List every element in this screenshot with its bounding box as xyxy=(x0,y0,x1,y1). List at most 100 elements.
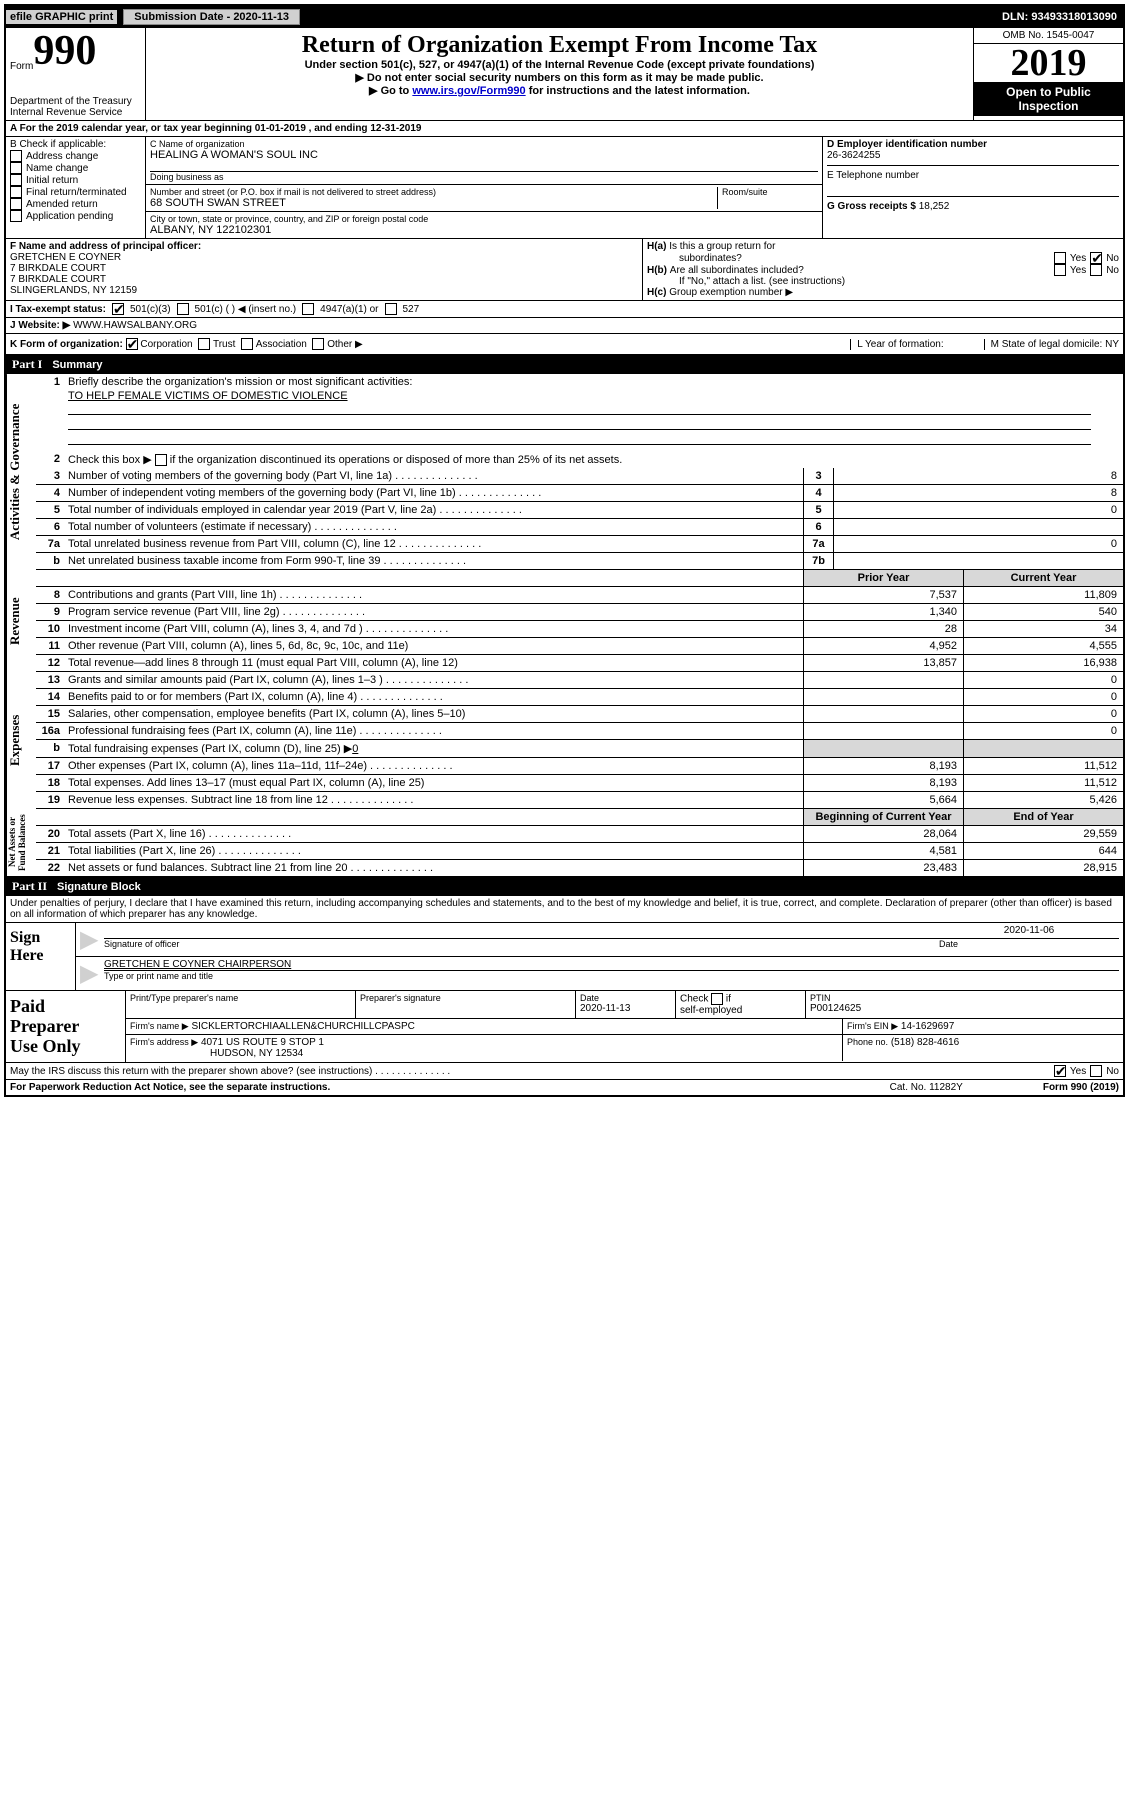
header-row: Form 990 Department of the Treasury Inte… xyxy=(6,28,1123,121)
i-527-check[interactable] xyxy=(385,303,397,315)
se-check[interactable] xyxy=(711,993,723,1005)
d-ein: D Employer identification number 26-3624… xyxy=(827,139,1119,166)
ha-yes-check[interactable] xyxy=(1054,252,1066,264)
hc-t: Group exemption number ▶ xyxy=(669,287,793,298)
hb-no-check[interactable] xyxy=(1090,264,1102,276)
fn-label: Firm's name ▶ xyxy=(130,1021,189,1031)
sig-officer-label: Signature of officer xyxy=(104,939,939,949)
l17: Other expenses (Part IX, column (A), lin… xyxy=(64,758,803,774)
form-foot: Form 990 (2019) xyxy=(1043,1082,1119,1093)
opt-initial[interactable]: Initial return xyxy=(10,174,141,186)
header-right: OMB No. 1545-0047 2019 Open to Public In… xyxy=(973,28,1123,120)
sign-right: ▶ Signature of officer 2020-11-06 Date ▶… xyxy=(76,923,1123,990)
opt-amended[interactable]: Amended return xyxy=(10,198,141,210)
c-city-row: City or town, state or province, country… xyxy=(146,212,822,238)
paid-right: Print/Type preparer's name Preparer's si… xyxy=(126,991,1123,1062)
l7a: Total unrelated business revenue from Pa… xyxy=(64,536,803,552)
part1-pt: Part I xyxy=(12,357,42,372)
f-label: F Name and address of principal officer: xyxy=(10,241,201,252)
form990-link[interactable]: www.irs.gov/Form990 xyxy=(412,85,525,97)
sign-here-row: Sign Here ▶ Signature of officer 2020-11… xyxy=(6,923,1123,991)
hb-yn: Yes No xyxy=(1054,264,1119,276)
tab-revenue: Revenue xyxy=(6,570,36,672)
j-row: J Website: ▶ WWW.HAWSALBANY.ORG xyxy=(6,318,1123,334)
ph-label: Phone no. xyxy=(847,1037,888,1047)
l6: Total number of volunteers (estimate if … xyxy=(64,519,803,535)
opt-final[interactable]: Final return/terminated xyxy=(10,186,141,198)
ha-no-check[interactable] xyxy=(1090,252,1102,264)
hb-yes-check[interactable] xyxy=(1054,264,1066,276)
l18: Total expenses. Add lines 13–17 (must eq… xyxy=(64,775,803,791)
ptin-val: P00124625 xyxy=(810,1003,1119,1014)
i-label: I Tax-exempt status: xyxy=(10,304,106,315)
irs-yes-check[interactable] xyxy=(1054,1065,1066,1077)
city: ALBANY, NY 122102301 xyxy=(150,224,818,236)
l13: Grants and similar amounts paid (Part IX… xyxy=(64,672,803,688)
opt-name[interactable]: Name change xyxy=(10,162,141,174)
v7b xyxy=(833,553,1123,569)
k-label: K Form of organization: xyxy=(10,339,123,350)
g-gross: G Gross receipts $ 18,252 xyxy=(827,201,1119,212)
paid-label: Paid Preparer Use Only xyxy=(6,991,126,1062)
dt-label: Date xyxy=(580,993,671,1003)
arrow-icon-2: ▶ xyxy=(80,959,104,988)
tab-activities: Activities & Governance xyxy=(6,374,36,570)
sub2b-post: for instructions and the latest informat… xyxy=(526,85,750,97)
ha-yn: Yes No xyxy=(1054,252,1119,264)
street: 68 SOUTH SWAN STREET xyxy=(150,197,713,209)
q2-check[interactable] xyxy=(155,454,167,466)
l10: Investment income (Part VIII, column (A)… xyxy=(64,621,803,637)
header-mid: Return of Organization Exempt From Incom… xyxy=(146,28,973,120)
city-label: City or town, state or province, country… xyxy=(150,214,818,224)
k-assoc-check[interactable] xyxy=(241,338,253,350)
submission-date-button[interactable]: Submission Date - 2020-11-13 xyxy=(123,9,300,25)
sect1-main: 1Briefly describe the organization's mis… xyxy=(36,374,1123,570)
hc-lbl: H(c) xyxy=(647,287,666,298)
bcy-hdr: Beginning of Current Year xyxy=(803,809,963,825)
part2-header: Part II Signature Block xyxy=(6,877,1123,896)
fa-label: Firm's address ▶ xyxy=(130,1037,198,1047)
d-label: D Employer identification number xyxy=(827,139,987,150)
i-501c3-check[interactable] xyxy=(112,303,124,315)
form-sub2a: ▶ Do not enter social security numbers o… xyxy=(152,71,967,84)
form-number: 990 xyxy=(33,30,96,72)
sig-name-label: Type or print name and title xyxy=(104,971,1119,981)
opt-pending[interactable]: Application pending xyxy=(10,210,141,222)
v3: 8 xyxy=(833,468,1123,484)
tax-year: 2019 xyxy=(974,44,1123,82)
na-main: Beginning of Current YearEnd of Year 20T… xyxy=(36,809,1123,876)
l4: Number of independent voting members of … xyxy=(64,485,803,501)
row-a: A For the 2019 calendar year, or tax yea… xyxy=(6,121,1123,137)
cat-no: Cat. No. 11282Y xyxy=(890,1082,963,1093)
dba-label: Doing business as xyxy=(150,172,818,182)
efile-label: efile GRAPHIC print xyxy=(6,10,117,24)
l-label: L Year of formation: xyxy=(850,339,943,350)
org-name: HEALING A WOMAN'S SOUL INC xyxy=(150,149,818,161)
f-officer: F Name and address of principal officer:… xyxy=(6,239,643,300)
v6 xyxy=(833,519,1123,535)
k-corp-check[interactable] xyxy=(126,338,138,350)
tab-expenses: Expenses xyxy=(6,672,36,809)
dt-val: 2020-11-13 xyxy=(580,1003,671,1014)
c-name-label: C Name of organization xyxy=(150,139,818,149)
ha-lbl: H(a) xyxy=(647,241,666,252)
street-label: Number and street (or P.O. box if mail i… xyxy=(150,187,713,197)
g-label: G Gross receipts $ xyxy=(827,201,916,212)
ha-t1: Is this a group return for xyxy=(669,241,775,252)
part1-title: Summary xyxy=(52,359,102,371)
i-row: I Tax-exempt status: 501(c)(3) 501(c) ( … xyxy=(6,301,1123,318)
i-501c-check[interactable] xyxy=(177,303,189,315)
dept-label: Department of the Treasury Internal Reve… xyxy=(10,96,141,118)
i-4947-check[interactable] xyxy=(302,303,314,315)
opt-address[interactable]: Address change xyxy=(10,150,141,162)
k-other-check[interactable] xyxy=(312,338,324,350)
l20: Total assets (Part X, line 16) xyxy=(64,826,803,842)
pp-line1: Print/Type preparer's name Preparer's si… xyxy=(126,991,1123,1019)
ha-t2: subordinates? xyxy=(679,253,742,264)
open-public: Open to Public Inspection xyxy=(974,82,1123,116)
irs-no-check[interactable] xyxy=(1090,1065,1102,1077)
py-hdr: Prior Year xyxy=(803,570,963,586)
l5: Total number of individuals employed in … xyxy=(64,502,803,518)
k-trust-check[interactable] xyxy=(198,338,210,350)
open1: Open to Public xyxy=(1006,85,1091,99)
